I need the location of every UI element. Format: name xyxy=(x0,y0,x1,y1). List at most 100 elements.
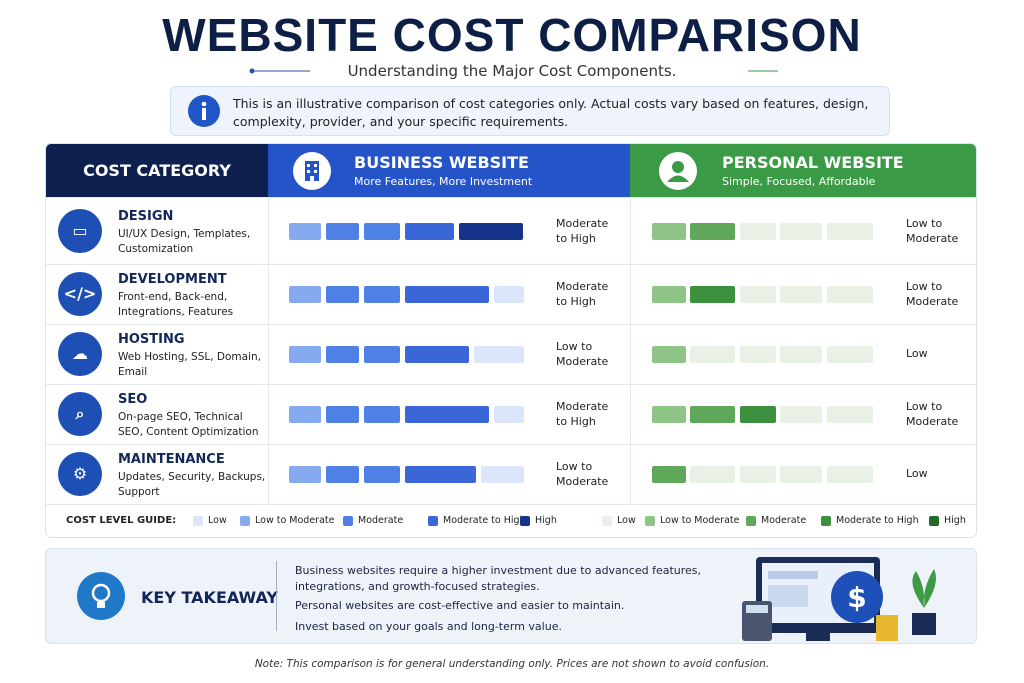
subtitle: Understanding the Major Cost Components. xyxy=(347,62,677,80)
level-segment xyxy=(494,286,524,303)
business-header: BUSINESS WEBSITE More Features, More Inv… xyxy=(268,144,630,198)
category-header: COST CATEGORY xyxy=(46,144,268,198)
business-subtitle: More Features, More Investment xyxy=(354,175,533,188)
takeaway-text: Business websites require a higher inves… xyxy=(295,563,715,635)
illustration: $ xyxy=(742,557,937,641)
info-icon xyxy=(188,95,220,127)
level-segment xyxy=(289,346,321,363)
guide-swatch xyxy=(240,516,250,526)
guide-swatch xyxy=(193,516,203,526)
business-title: BUSINESS WEBSITE xyxy=(354,153,529,172)
business-level: Moderate to High xyxy=(556,400,609,428)
row-name: SEO xyxy=(118,392,148,407)
guide-swatch xyxy=(520,516,530,526)
row-category xyxy=(46,264,269,325)
guide-swatch xyxy=(428,516,438,526)
guide-item: Moderate xyxy=(761,515,807,526)
level-segment xyxy=(289,466,321,483)
row-name: MAINTENANCE xyxy=(118,452,225,467)
row-personal xyxy=(630,264,976,325)
level-segment xyxy=(405,406,489,423)
guide-item: Moderate to High xyxy=(443,515,526,526)
business-level: Low to Moderate xyxy=(556,340,609,368)
level-segment xyxy=(780,466,822,483)
guide-item: Low xyxy=(208,515,227,526)
row-desc: Front-end, Back-end, Integrations, Featu… xyxy=(118,291,234,318)
row-personal xyxy=(630,384,976,445)
guide-swatch xyxy=(929,516,939,526)
row-business xyxy=(268,264,631,325)
level-segment xyxy=(652,346,686,363)
business-icon xyxy=(293,152,331,190)
guide-item: Moderate to High xyxy=(836,515,919,526)
notice: This is an illustrative comparison of co… xyxy=(170,86,890,136)
level-segment xyxy=(289,286,321,303)
row-name: HOSTING xyxy=(118,332,185,347)
level-segment xyxy=(326,406,359,423)
row-desc: Web Hosting, SSL, Domain, Email xyxy=(118,351,261,378)
guide-item: Moderate xyxy=(358,515,404,526)
level-segment xyxy=(405,466,476,483)
row-category xyxy=(46,324,269,385)
level-segment xyxy=(827,346,873,363)
comparison-table: COST CATEGORY BUSINESS WEBSITE More Feat… xyxy=(45,143,977,538)
level-segment xyxy=(690,286,735,303)
takeaway-line: Invest based on your goals and long-term… xyxy=(295,620,562,633)
level-segment xyxy=(652,286,686,303)
personal-subtitle: Simple, Focused, Affordable xyxy=(722,175,876,188)
level-segment xyxy=(740,466,776,483)
personal-icon xyxy=(659,152,697,190)
personal-header: PERSONAL WEBSITE Simple, Focused, Afford… xyxy=(630,144,976,198)
level-segment xyxy=(740,346,776,363)
personal-level: Low to Moderate xyxy=(906,400,959,428)
level-segment xyxy=(780,222,822,240)
level-segment xyxy=(326,466,359,483)
level-segment xyxy=(827,406,873,423)
level-segment xyxy=(780,406,822,423)
level-segment xyxy=(289,222,321,240)
guide-item: Low to Moderate xyxy=(255,515,335,526)
level-segment xyxy=(326,222,359,240)
level-segment xyxy=(690,406,735,423)
notice-text: This is an illustrative comparison of co… xyxy=(233,96,869,129)
level-segment xyxy=(474,346,524,363)
level-segment xyxy=(740,286,776,303)
level-segment xyxy=(740,406,776,423)
level-segment xyxy=(827,286,873,303)
guide-item: High xyxy=(944,515,966,526)
guide-item: Low to Moderate xyxy=(660,515,740,526)
guide-swatch xyxy=(343,516,353,526)
row-category xyxy=(46,197,269,265)
personal-level: Low xyxy=(906,347,928,360)
guide-swatch xyxy=(602,516,612,526)
level-segment xyxy=(459,222,523,240)
row-icon: ⌕ xyxy=(58,392,102,436)
level-segment xyxy=(827,222,873,240)
level-segment xyxy=(364,222,400,240)
row-business xyxy=(268,324,631,385)
level-segment xyxy=(780,346,822,363)
row-category xyxy=(46,444,269,505)
bulb-icon xyxy=(77,572,125,620)
level-segment xyxy=(652,406,686,423)
level-segment xyxy=(405,286,489,303)
level-segment xyxy=(405,222,454,240)
guide-item: Low xyxy=(617,515,636,526)
row-desc: UI/UX Design, Templates, Customization xyxy=(118,227,251,255)
takeaway-box: KEY TAKEAWAY Business websites require a… xyxy=(45,548,977,644)
row-business xyxy=(268,444,631,505)
level-segment xyxy=(364,286,400,303)
level-segment xyxy=(481,466,524,483)
row-icon: ▭ xyxy=(58,208,102,253)
footnote: Note: This comparison is for general und… xyxy=(254,658,770,670)
level-segment xyxy=(364,466,400,483)
level-segment xyxy=(690,466,735,483)
business-level: Moderate to High xyxy=(556,280,609,308)
takeaway-line: Personal websites are cost-effective and… xyxy=(295,599,625,612)
guide-label: COST LEVEL GUIDE: xyxy=(66,515,177,526)
row-category xyxy=(46,384,269,445)
guide-swatch xyxy=(746,516,756,526)
level-segment xyxy=(326,286,359,303)
row-business xyxy=(268,197,631,265)
level-segment xyxy=(690,346,735,363)
